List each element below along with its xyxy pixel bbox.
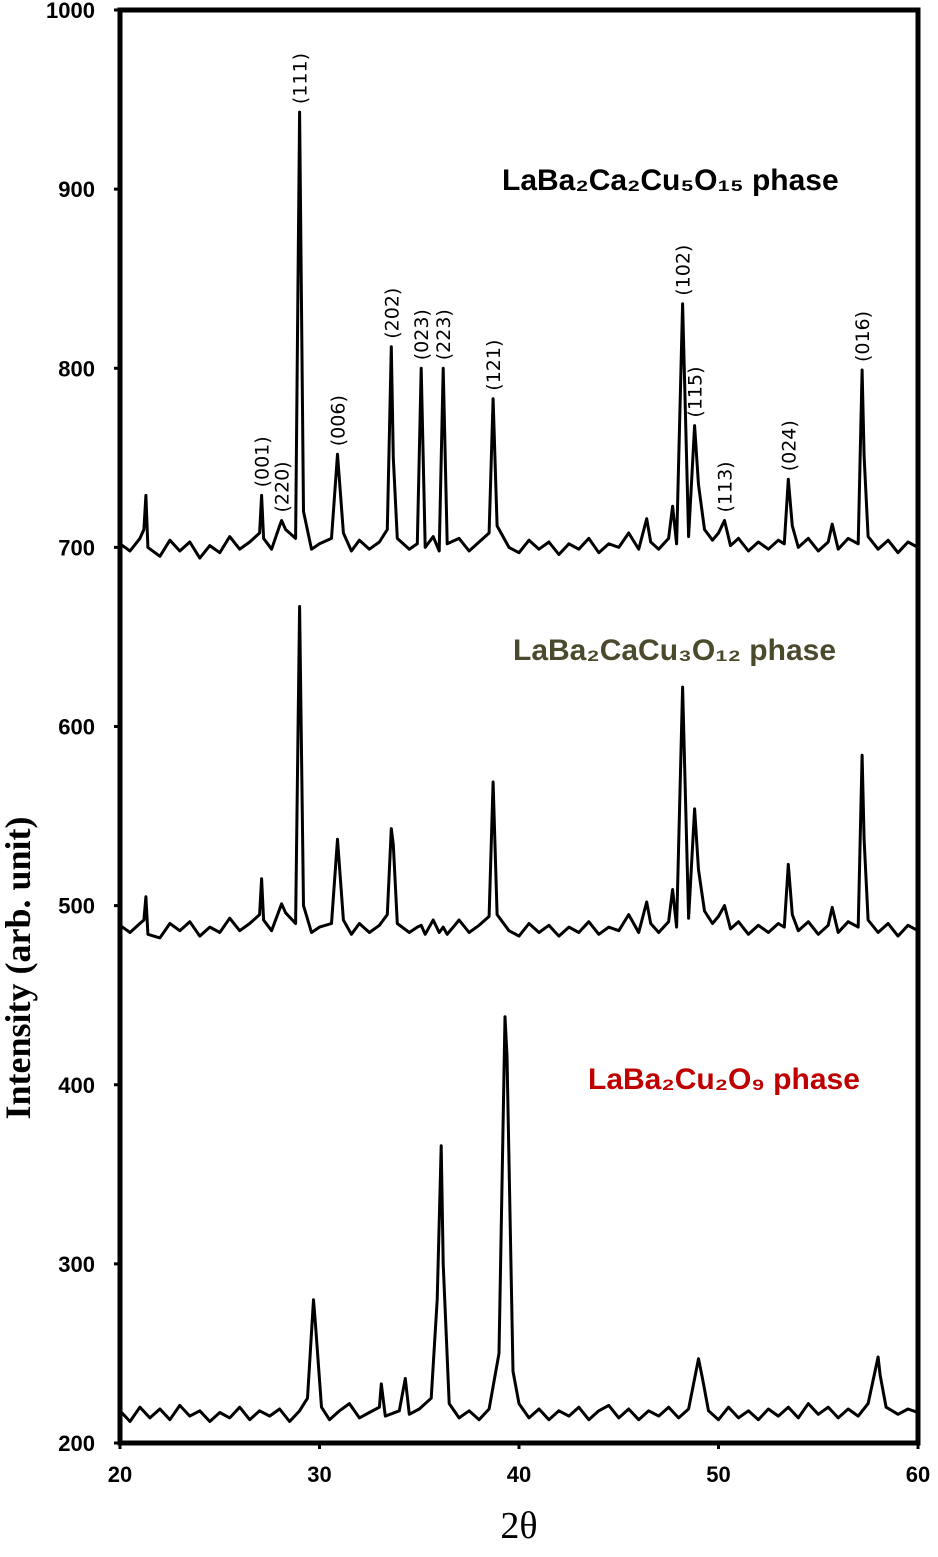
y-tick-label: 400: [58, 1073, 95, 1098]
peak-label: (113): [714, 461, 736, 512]
xrd-pattern: [119, 110, 919, 560]
phase-label: LaBa₂Ca₂Cu₅O₁₅ phase: [502, 164, 839, 197]
plot-frame: [117, 7, 921, 1446]
y-tick-label: 1000: [46, 0, 95, 23]
peak-label: (016): [852, 311, 874, 362]
y-tick-label: 800: [58, 356, 95, 381]
x-tick-label: 60: [906, 1462, 930, 1487]
peak-label: (223): [433, 309, 455, 360]
y-axis-label: Intensity (arb. unit): [0, 816, 38, 1119]
phase-label: LaBa₂Cu₂O₉ phase: [588, 1063, 860, 1096]
peak-label: (001): [252, 436, 274, 487]
peak-label: (006): [327, 395, 349, 446]
y-tick-label: 700: [58, 535, 95, 560]
y-tick-label: 200: [58, 1431, 95, 1456]
phase-label: LaBa₂CaCu₃O₁₂ phase: [513, 634, 836, 667]
y-tick-label: 900: [58, 177, 95, 202]
peak-label: (102): [673, 245, 695, 296]
peak-label: (121): [483, 340, 505, 391]
y-tick-label: 600: [58, 715, 95, 740]
peak-label: (024): [778, 420, 800, 471]
x-tick-label: 20: [108, 1462, 132, 1487]
y-tick-label: 300: [58, 1252, 95, 1277]
peak-label: (202): [381, 288, 403, 339]
y-tick-label: 500: [58, 894, 95, 919]
peak-label: (220): [272, 461, 294, 512]
peak-label: (111): [290, 53, 312, 104]
x-tick-label: 30: [307, 1462, 331, 1487]
xrd-pattern: [118, 1015, 919, 1423]
peak-label: (023): [411, 309, 433, 360]
peak-label: (115): [685, 366, 707, 417]
xrd-pattern: [119, 605, 919, 940]
x-tick-label: 50: [706, 1462, 730, 1487]
x-axis-label: 2θ: [500, 1505, 537, 1547]
x-tick-label: 40: [507, 1462, 531, 1487]
